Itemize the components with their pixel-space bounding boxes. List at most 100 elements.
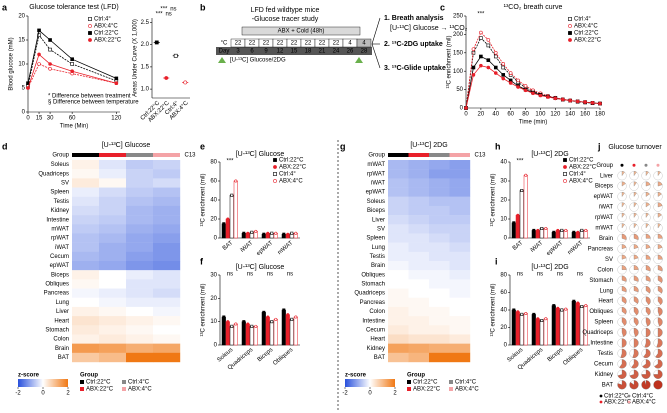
point bbox=[274, 317, 278, 321]
heat-cell bbox=[153, 242, 181, 253]
legend-label: ABX:4°C bbox=[455, 387, 479, 393]
row-label: Lung bbox=[600, 288, 613, 294]
heat-cell bbox=[126, 251, 154, 262]
row-label: Spleen bbox=[594, 320, 613, 326]
heat-cell bbox=[449, 288, 471, 298]
row-label: Quadriceps bbox=[582, 330, 613, 336]
heat-cell bbox=[388, 270, 409, 280]
group-dot bbox=[656, 163, 660, 167]
heat-cell bbox=[388, 316, 409, 326]
heat-cell bbox=[99, 160, 127, 170]
heat-cell bbox=[99, 196, 127, 207]
significance: ns bbox=[537, 272, 543, 278]
heat-cell bbox=[153, 261, 181, 271]
temp-cell: 22 bbox=[305, 41, 312, 47]
panel-label: j bbox=[597, 141, 601, 151]
heat-cell bbox=[408, 343, 430, 354]
significance: ns bbox=[517, 272, 523, 278]
row-label: iWAT bbox=[599, 205, 613, 211]
x-tick-label: 120 bbox=[550, 112, 561, 118]
row-label: Pancreas bbox=[588, 246, 613, 252]
legend-label: ABX:4°C bbox=[632, 400, 656, 406]
legend-label: Ctrl:4° bbox=[279, 172, 296, 178]
point bbox=[471, 73, 476, 77]
legend-marker bbox=[563, 158, 567, 162]
heat-cell bbox=[99, 215, 127, 225]
table-cell bbox=[356, 38, 372, 48]
heat-cell bbox=[429, 242, 450, 253]
heat-cell bbox=[72, 288, 100, 298]
legend-marker bbox=[568, 17, 572, 21]
bar bbox=[555, 308, 560, 346]
point bbox=[114, 81, 119, 85]
x-tick-label: 30 bbox=[47, 116, 54, 122]
point bbox=[572, 230, 576, 234]
legend-swatch bbox=[449, 387, 453, 391]
heat-cell bbox=[99, 288, 127, 298]
chart-title: Glucose tolerance test (LFD) bbox=[29, 4, 118, 11]
pie-wedge bbox=[633, 286, 639, 293]
pie-wedge bbox=[629, 369, 639, 379]
heat-cell bbox=[449, 242, 471, 253]
bar bbox=[511, 222, 516, 239]
bar bbox=[563, 308, 568, 346]
heat-cell bbox=[408, 224, 430, 234]
heat-cell bbox=[126, 288, 154, 298]
row-label: Brain bbox=[371, 263, 385, 269]
heat-cell bbox=[153, 297, 181, 308]
significance: ns bbox=[165, 12, 171, 18]
y-tick-label: 250 bbox=[453, 14, 464, 20]
pie-wedge bbox=[621, 223, 625, 229]
bar bbox=[281, 309, 286, 346]
row-label: Biceps bbox=[367, 208, 385, 214]
heat-cell bbox=[72, 316, 100, 326]
point bbox=[524, 311, 528, 315]
legend-label: Ctrl:4°C bbox=[632, 394, 654, 400]
x-tick-label: 100 bbox=[535, 112, 546, 118]
pie-wedge bbox=[633, 296, 639, 304]
pie-wedge bbox=[657, 254, 663, 260]
legend-marker bbox=[563, 165, 567, 169]
point bbox=[524, 173, 528, 177]
pie-wedge bbox=[632, 348, 639, 358]
row-label: Soleus bbox=[367, 199, 385, 205]
legend-label: Ctrl:4°C bbox=[128, 380, 150, 386]
heat-cell bbox=[449, 196, 471, 207]
point bbox=[508, 71, 513, 75]
heat-cell bbox=[408, 316, 430, 326]
y-tick-label: 100 bbox=[453, 69, 464, 75]
point bbox=[580, 228, 584, 232]
point bbox=[532, 228, 536, 232]
legend-label: ABX:22°C bbox=[86, 387, 114, 393]
row-label: Stomach bbox=[45, 327, 69, 333]
row-label: Cecum bbox=[366, 327, 385, 333]
point bbox=[575, 99, 580, 104]
step: [U-¹³C] Glucose → ¹³CO₂ bbox=[390, 25, 468, 32]
heat-cell bbox=[126, 233, 154, 243]
legend-dot bbox=[627, 394, 631, 398]
pie-wedge bbox=[633, 181, 637, 187]
legend-label: ABX:22°C bbox=[413, 387, 441, 393]
point bbox=[553, 96, 558, 101]
heat-cell bbox=[99, 169, 127, 179]
heat-cell bbox=[99, 242, 127, 253]
heat-cell bbox=[72, 178, 100, 188]
heat-cell bbox=[153, 196, 181, 207]
day-cell: 6 bbox=[250, 49, 254, 55]
point bbox=[508, 81, 513, 85]
heat-cell bbox=[408, 306, 430, 317]
heat-cell bbox=[126, 205, 154, 216]
pie-wedge bbox=[633, 265, 639, 270]
heat-cell bbox=[388, 251, 409, 262]
point bbox=[173, 53, 178, 58]
y-tick-label: 10 bbox=[210, 319, 217, 325]
point bbox=[250, 230, 254, 234]
scale-label: 0 bbox=[41, 391, 45, 397]
legend-label: Ctrl:22°C bbox=[574, 31, 599, 37]
y-tick-label: 20 bbox=[210, 217, 217, 223]
legend-marker bbox=[563, 179, 567, 183]
row-label: epWAT bbox=[594, 194, 614, 200]
pie-wedge bbox=[629, 380, 639, 390]
row-label: Colon bbox=[369, 309, 385, 315]
point bbox=[242, 320, 246, 324]
